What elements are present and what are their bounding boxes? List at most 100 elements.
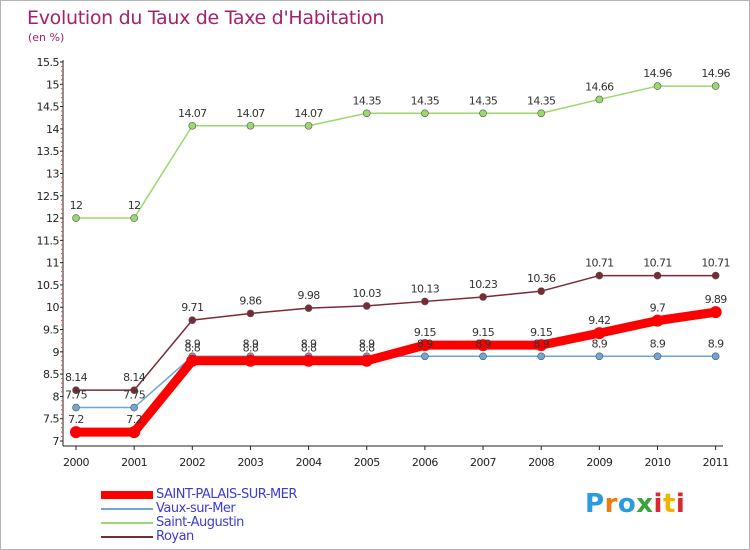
legend-label: SAINT-PALAIS-SUR-MER <box>156 487 297 502</box>
data-label-2: 14.07 <box>236 107 265 120</box>
x-tick-label: 2001 <box>121 456 147 469</box>
data-label-1: 8.9 <box>708 337 724 350</box>
data-point-3 <box>188 316 197 324</box>
data-point-3 <box>246 309 255 318</box>
data-point-3 <box>130 386 138 394</box>
x-tick-label: 2000 <box>63 456 89 469</box>
legend-label: Vaux-sur-Mer <box>156 501 236 516</box>
data-label-3: 10.36 <box>527 272 556 285</box>
x-tick-label: 2008 <box>528 456 554 469</box>
x-tick-label: 2006 <box>412 456 438 469</box>
legend-label: Royan <box>156 529 194 544</box>
x-tick-label: 2010 <box>645 456 671 469</box>
data-label-0: 8.8 <box>243 342 259 355</box>
y-tick-label: 14.5 <box>37 101 60 114</box>
logo-letter: P <box>585 489 605 519</box>
data-point-0 <box>535 339 548 352</box>
data-point-0 <box>709 306 722 319</box>
data-label-3: 8.14 <box>65 371 88 384</box>
chart-title: Evolution du Taux de Taxe d'Habitation <box>27 7 385 29</box>
x-tick-label: 2002 <box>179 456 205 469</box>
data-label-2: 14.96 <box>701 67 730 80</box>
x-tick-label: 2003 <box>237 456 263 469</box>
chart-subtitle: (en %) <box>28 31 65 44</box>
logo-letter: r <box>604 489 618 519</box>
logo-letter: o <box>617 489 637 519</box>
data-label-0: 9.15 <box>530 326 553 339</box>
data-point-1 <box>537 352 546 361</box>
logo-letter: x <box>636 489 654 519</box>
data-point-0 <box>593 327 606 340</box>
data-label-3: 9.71 <box>181 301 203 314</box>
data-point-0 <box>651 314 664 327</box>
logo-letter: t <box>662 489 676 519</box>
x-tick-label: 2005 <box>354 456 380 469</box>
y-tick-label: 14 <box>46 123 59 136</box>
data-point-3 <box>537 287 546 295</box>
data-point-2 <box>595 95 604 104</box>
data-label-0: 8.8 <box>301 342 317 355</box>
x-tick-label: 2009 <box>586 456 612 469</box>
data-label-1: 8.9 <box>533 337 549 350</box>
data-point-2 <box>304 121 313 130</box>
data-point-3 <box>304 304 313 312</box>
proxiti-logo: Proxiti <box>585 489 685 519</box>
data-point-1 <box>595 352 604 361</box>
data-label-1: 8.9 <box>475 337 491 350</box>
data-label-3: 10.23 <box>469 278 498 291</box>
y-tick-label: 15 <box>46 78 59 91</box>
y-tick-label: 7.5 <box>43 413 59 426</box>
data-point-0 <box>186 354 199 367</box>
data-point-2 <box>711 82 720 90</box>
series-lines <box>70 82 722 439</box>
y-tick-label: 11.5 <box>37 234 60 247</box>
data-label-1: 8.9 <box>591 337 607 350</box>
data-point-2 <box>362 109 371 118</box>
logo-letter: i <box>675 489 686 519</box>
data-point-3 <box>711 271 720 280</box>
legend-swatch <box>101 491 153 499</box>
data-label-0: 9.89 <box>705 293 728 306</box>
data-point-0 <box>70 426 82 439</box>
data-point-0 <box>418 339 431 352</box>
y-tick-label: 10 <box>46 301 59 314</box>
data-label-3: 10.71 <box>585 257 614 270</box>
data-point-2 <box>653 82 662 90</box>
data-label-1: 8.9 <box>359 337 375 350</box>
data-point-1 <box>72 403 80 412</box>
data-point-3 <box>653 271 662 280</box>
legend-label: Saint-Augustin <box>156 515 244 530</box>
data-point-1 <box>653 352 662 361</box>
data-label-2: 14.35 <box>469 94 498 107</box>
y-tick-label: 12.5 <box>37 190 60 203</box>
data-label-2: 14.07 <box>178 107 207 120</box>
data-point-3 <box>479 293 487 301</box>
data-label-2: 14.07 <box>294 107 323 120</box>
data-point-1 <box>421 352 429 361</box>
chart-axes: 7 7.5 8 8.5 9 9.5 10 10.5 11 11.5 12 12.5 13 13.5 14 14… <box>37 56 730 469</box>
data-label-0: 7.2 <box>68 413 84 426</box>
y-tick-label: 8.5 <box>43 368 59 381</box>
x-tick-label: 2004 <box>296 456 322 469</box>
data-label-2: 12 <box>128 199 141 212</box>
data-label-2: 14.35 <box>411 94 440 107</box>
data-label-1: 7.75 <box>123 389 146 402</box>
data-point-1 <box>711 352 720 361</box>
data-point-1 <box>479 352 487 361</box>
series-line-0 <box>76 307 717 437</box>
y-tick-label: 7 <box>53 435 60 448</box>
data-point-0 <box>477 339 490 352</box>
y-tick-label: 9 <box>53 346 60 359</box>
data-label-3: 9.98 <box>298 289 321 302</box>
data-label-1: 8.9 <box>417 337 433 350</box>
data-label-1: 7.75 <box>65 389 88 402</box>
data-point-3 <box>362 302 371 310</box>
data-label-2: 14.35 <box>353 94 382 107</box>
data-label-0: 9.42 <box>588 314 610 327</box>
data-label-2: 12 <box>70 199 83 212</box>
data-labels: 7.2 7.2 8.8 8.8 8.8 8.8 9.15 9.15 9.15 9.42 9.7 9.8… <box>65 67 731 426</box>
data-label-3: 9.86 <box>239 294 262 307</box>
x-tick-label: 2007 <box>470 456 496 469</box>
